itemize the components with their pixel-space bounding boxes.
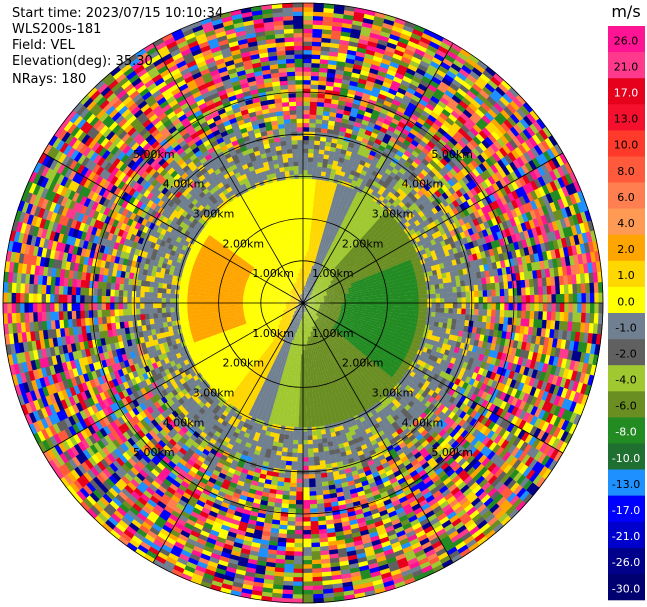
colorbar-tick-label: -6.0 [615, 400, 636, 413]
range-ring-label: 2.00km [342, 237, 384, 250]
range-ring-label: 4.00km [402, 178, 444, 191]
range-ring-label: 3.00km [193, 208, 235, 221]
azimuth-spoke [302, 152, 563, 304]
range-ring-label: 2.00km [223, 237, 265, 250]
colorbar-swatch [608, 469, 645, 496]
range-ring-label: 3.00km [372, 387, 414, 400]
range-ring-label: 4.00km [163, 178, 205, 191]
colorbar-tick-label: 2.0 [617, 243, 635, 256]
colorbar-swatch [608, 286, 645, 314]
colorbar-swatch [608, 521, 645, 549]
colorbar-tick-label: -10.0 [612, 452, 640, 465]
colorbar-unit-label: m/s [611, 2, 640, 21]
colorbar-swatch [608, 260, 645, 288]
range-ring-label: 1.00km [312, 267, 354, 280]
azimuth-spoke [152, 42, 304, 304]
instrument-name-text: WLS200s-181 [12, 22, 101, 38]
colorbar-tick-label: -2.0 [615, 347, 636, 360]
azimuth-spoke [42, 152, 304, 304]
field-text: Field: VEL [12, 38, 75, 54]
colorbar-swatch [608, 365, 645, 392]
colorbar-tick-label: -26.0 [612, 556, 640, 569]
azimuth-spoke [302, 42, 454, 304]
range-ring-label: 3.00km [193, 387, 235, 400]
colorbar-swatch [608, 130, 645, 157]
range-ring-label: 4.00km [163, 416, 205, 429]
colorbar-tick-label: -21.0 [612, 530, 640, 543]
range-ring-label: 1.00km [252, 327, 294, 340]
colorbar-swatch [608, 26, 645, 53]
range-ring-label: 2.00km [342, 357, 384, 370]
range-ring-label: 1.00km [252, 267, 294, 280]
azimuth-spoke [42, 302, 304, 454]
colorbar-tick-label: 10.0 [614, 139, 639, 152]
colorbar-swatch [608, 234, 645, 262]
colorbar-swatch [608, 339, 645, 366]
colorbar-tick-label: -8.0 [615, 426, 636, 439]
colorbar-swatch [608, 573, 645, 601]
colorbar-swatch [608, 443, 645, 470]
colorbar-tick-label: -13.0 [612, 478, 640, 491]
colorbar-swatch [608, 547, 645, 575]
colorbar-tick-label: 0.0 [617, 295, 635, 308]
colorbar-tick-label: -30.0 [612, 582, 640, 595]
range-ring-grid [2, 2, 604, 604]
colorbar-tick-label: 21.0 [614, 60, 639, 73]
colorbar-swatch [608, 313, 645, 340]
colorbar-swatch [608, 417, 645, 444]
colorbar-tick-label: -17.0 [612, 504, 640, 517]
colorbar-tick-label: 1.0 [617, 269, 635, 282]
range-ring-label: 5.00km [133, 446, 175, 459]
colorbar-tick-label: 4.0 [617, 217, 635, 230]
colorbar-swatch [608, 78, 645, 105]
colorbar-swatch [608, 495, 645, 522]
colorbar-tick-label: 8.0 [617, 165, 635, 178]
colorbar-swatches [608, 26, 645, 601]
range-ring-label: 2.00km [223, 357, 265, 370]
azimuth-spoke [152, 302, 304, 563]
colorbar-tick-label: 26.0 [614, 34, 639, 47]
colorbar-swatch [608, 104, 645, 131]
azimuth-spoke [302, 302, 454, 563]
range-ring-labels: 1.00km 1.00km 1.00km 1.00km 2.00km 2.00km 2.00… [133, 148, 473, 459]
colorbar-tick-label: 17.0 [614, 87, 639, 100]
velocity-colorbar: m/s 26.0 21.0 17.0 13.0 10.0 8.0 6.0 4.0 2.0 1.0 0… [608, 2, 645, 601]
colorbar-swatch [608, 156, 645, 183]
colorbar-swatch [608, 208, 645, 235]
range-ring-label: 5.00km [431, 148, 473, 161]
range-ring-label: 3.00km [372, 208, 414, 221]
elevation-text: Elevation(deg): 35.30 [12, 54, 153, 70]
colorbar-swatch [608, 182, 645, 209]
colorbar-tick-label: -1.0 [615, 321, 636, 334]
start-time-text: Start time: 2023/07/15 10:10:34 [12, 6, 223, 22]
velocity-field [2, 2, 604, 604]
range-ring-label: 4.00km [402, 416, 444, 429]
nrays-text: NRays: 180 [12, 72, 86, 88]
colorbar-swatch [608, 52, 645, 79]
range-ring-label: 1.00km [312, 327, 354, 340]
colorbar-tick-label: 13.0 [614, 113, 639, 126]
colorbar-tick-label: -4.0 [615, 374, 636, 387]
colorbar-tick-label: 6.0 [617, 191, 635, 204]
colorbar-tick-labels: 26.0 21.0 17.0 13.0 10.0 8.0 6.0 4.0 2.0 1.0 0.0 -1… [612, 34, 640, 595]
azimuth-spoke [302, 302, 563, 454]
colorbar-swatch [608, 391, 645, 418]
range-ring-label: 5.00km [431, 446, 473, 459]
range-ring-label: 5.00km [133, 148, 175, 161]
